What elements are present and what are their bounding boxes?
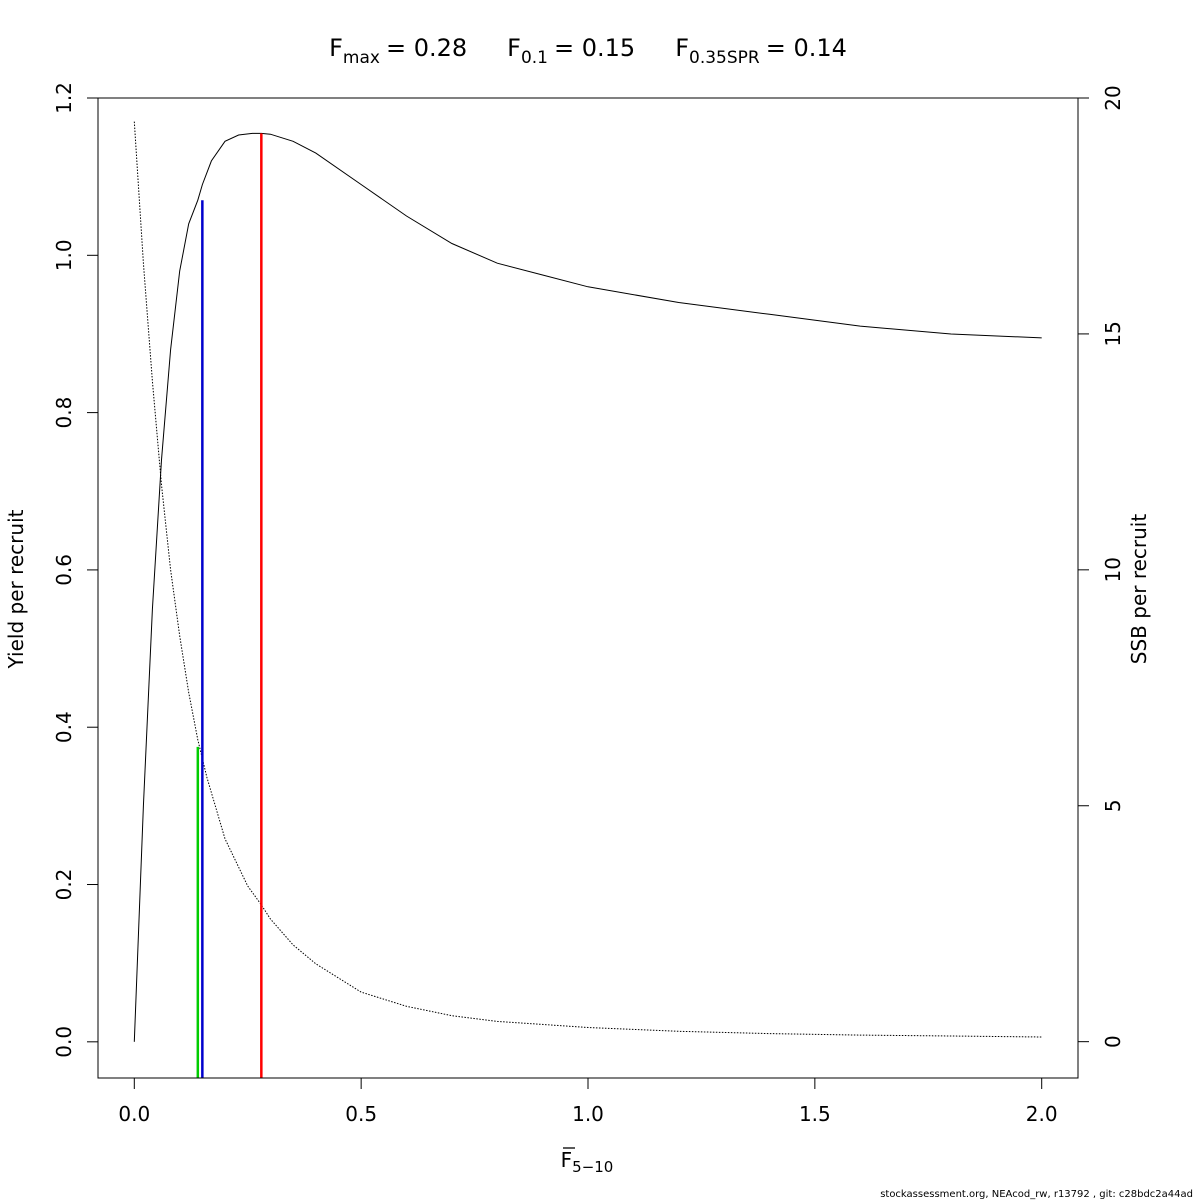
x-tick-label: 2.0	[1026, 1102, 1058, 1126]
title-f35-value: = 0.14	[766, 34, 847, 62]
title-f01-sub: 0.1	[521, 48, 548, 68]
title-fmax-sub: max	[343, 48, 380, 68]
footer-credit: stockassessment.org, NEAcod_rw, r13792 ,…	[880, 1189, 1193, 1200]
title-fmax-value: = 0.28	[386, 34, 467, 62]
x-tick-label: 0.5	[345, 1102, 377, 1126]
y-right-axis: 0 5 10 15 20	[1077, 85, 1125, 1048]
title-fmax-base: F	[329, 34, 343, 62]
y-right-tick-label: 0	[1101, 1035, 1125, 1048]
x-tick-label: 1.5	[799, 1102, 831, 1126]
x-axis: 0.0 0.5 1.0 1.5 2.0	[118, 1077, 1058, 1126]
title-f01-base: F	[507, 34, 521, 62]
x-axis-title-sub: 5−10	[572, 1158, 613, 1176]
y-right-axis-title: SSB per recruit	[1127, 514, 1151, 665]
y-left-tick-label: 1.2	[52, 82, 76, 114]
y-left-axis: 0.0 0.2 0.4 0.6 0.8 1.0 1.2	[52, 82, 99, 1058]
y-left-tick-label: 1.0	[52, 239, 76, 271]
reference-layer	[196, 133, 263, 1078]
plot-frame	[97, 97, 1079, 1079]
y-right-tick-label: 10	[1101, 557, 1125, 582]
x-tick-label: 0.0	[118, 1102, 150, 1126]
y-right-tick-label: 15	[1101, 321, 1125, 346]
y-right-tick-label: 5	[1101, 799, 1125, 812]
y-left-tick-label: 0.0	[52, 1026, 76, 1058]
y-right-tick-label: 20	[1101, 85, 1125, 110]
title-f35-sub: 0.35SPR	[689, 48, 760, 68]
svg-text:F5−10: F5−10	[561, 1148, 614, 1176]
title-f01-value: = 0.15	[554, 34, 635, 62]
ssb-per-recruit-line	[133, 121, 1042, 1038]
chart-title: Fmax = 0.28 F0.1 = 0.15 F0.35SPR = 0.14	[329, 34, 847, 68]
y-left-axis-title: Yield per recruit	[4, 509, 28, 669]
y-left-tick-label: 0.4	[52, 711, 76, 743]
x-tick-label: 1.0	[572, 1102, 604, 1126]
y-left-tick-label: 0.6	[52, 554, 76, 586]
y-left-tick-label: 0.8	[52, 397, 76, 429]
x-axis-title: F5−10	[561, 1147, 614, 1176]
y-left-tick-label: 0.2	[52, 869, 76, 901]
title-f35-base: F	[675, 34, 689, 62]
yield-per-recruit-line	[133, 132, 1042, 1042]
x-axis-title-base: F	[561, 1148, 573, 1172]
series-layer	[133, 121, 1042, 1042]
